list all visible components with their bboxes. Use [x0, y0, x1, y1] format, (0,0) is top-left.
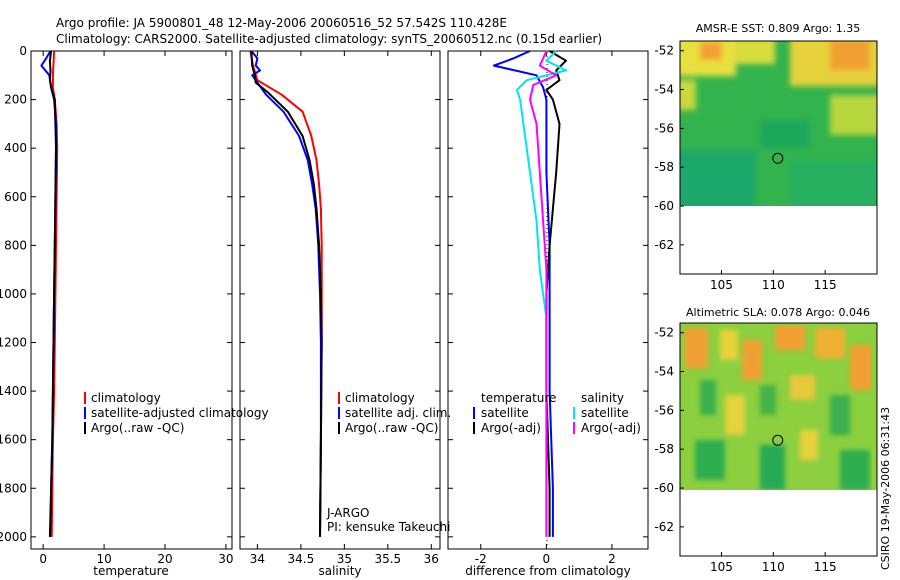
temperature-legend: climatology satellite-adjusted climatolo…	[84, 391, 269, 435]
depth-tick-label: 400	[4, 141, 27, 155]
altimetric_sla-ytick-label: -54	[654, 365, 674, 379]
legend-label-satellite: satellite adj. clim.	[345, 406, 451, 420]
side-timestamp: CSIRO 19-May-2006 06:31:43	[879, 407, 892, 570]
amsr-sst-title: AMSR-E SST: 0.809 Argo: 1.35	[696, 22, 861, 35]
depth-tick-label: 1000	[0, 287, 27, 301]
altimetric_sla-ytick-label: -62	[654, 520, 674, 534]
amsr_sst-xtick-label: 115	[814, 278, 837, 292]
salinity-xtick-label: 34	[250, 552, 265, 566]
salinity-xtick-label: 34.5	[288, 552, 315, 566]
amsr_sst-ytick-label: -52	[654, 44, 674, 58]
salinity-xtick-label: 36	[424, 552, 439, 566]
legend-label-argo: Argo(..raw -QC)	[345, 421, 438, 435]
depth-tick-label: 1200	[0, 336, 27, 350]
altimetric-sla-title: Altimetric SLA: 0.078 Argo: 0.046	[686, 306, 870, 319]
temperature-axes	[30, 50, 233, 550]
amsr_sst-ytick-label: -56	[654, 121, 674, 135]
program-annotation: J-ARGO	[326, 506, 369, 520]
salinity-xtick-label: 35	[337, 552, 352, 566]
depth-tick-label: 200	[4, 93, 27, 107]
salinity-xtick-label: 35.5	[374, 552, 401, 566]
amsr_sst-xtick-label: 110	[762, 278, 785, 292]
altimetric-sla-axes	[679, 322, 878, 557]
amsr_sst-argo-location-marker	[772, 152, 784, 164]
difference-xtick-label: 0	[543, 552, 551, 566]
temperature-xtick-label: 30	[218, 552, 233, 566]
difference-xtick-label: 2	[608, 552, 616, 566]
temperature-xlabel: temperature	[93, 564, 168, 578]
altimetric_sla-ytick-label: -52	[654, 326, 674, 340]
salinity-axes	[239, 50, 441, 550]
depth-tick-label: 1600	[0, 433, 27, 447]
difference-xlabel: difference from climatology	[465, 564, 631, 578]
pi-annotation: PI: kensuke Takeuchi	[327, 520, 450, 534]
legend-label-temp-argo: Argo(-adj)	[481, 421, 541, 435]
altimetric_sla-xtick-label: 115	[814, 560, 837, 574]
difference-legend: temperature satellite Argo(-adj) salinit…	[473, 391, 641, 435]
depth-tick-label: 1800	[0, 481, 27, 495]
salinity-xlabel: salinity	[318, 564, 361, 578]
salinity-legend: climatology satellite adj. clim. Argo(..…	[338, 391, 451, 435]
altimetric_sla-ytick-label: -58	[654, 442, 674, 456]
amsr-sst-field	[680, 41, 877, 206]
difference-line-temperature-satellite	[492, 50, 554, 537]
legend-group-salinity: salinity	[581, 391, 624, 405]
legend-group-temperature: temperature	[481, 391, 556, 405]
amsr_sst-ytick-label: -60	[654, 199, 674, 213]
figure-title-line1: Argo profile: JA 5900801_48 12-May-2006 …	[56, 16, 507, 30]
temperature-xtick-label: 10	[96, 552, 111, 566]
temperature-xtick-label: 20	[157, 552, 172, 566]
altimetric_sla-xtick-label: 105	[710, 560, 733, 574]
amsr_sst-ytick-label: -54	[654, 83, 674, 97]
depth-tick-label: 800	[4, 238, 27, 252]
legend-label-sal-satellite: satellite	[581, 406, 629, 420]
altimetric_sla-xtick-label: 110	[762, 560, 785, 574]
difference-line-salinity-argo-adj-	[529, 50, 558, 537]
salinity-line-satellite-adj-clim-	[250, 50, 322, 537]
temperature-line-argo-raw-qc-	[48, 50, 57, 537]
altimetric-sla-field	[680, 323, 877, 490]
depth-tick-label: 0	[19, 44, 27, 58]
figure-title-line2: Climatology: CARS2000. Satellite-adjuste…	[56, 32, 602, 46]
altimetric_sla-argo-location-marker	[772, 434, 784, 446]
legend-label-climatology: climatology	[345, 391, 415, 405]
temperature-xtick-label: 0	[39, 552, 47, 566]
legend-label-sal-argo: Argo(-adj)	[581, 421, 641, 435]
salinity-line-argo-raw-qc-	[250, 50, 323, 537]
depth-tick-label: 600	[4, 190, 27, 204]
legend-label-temp-satellite: satellite	[481, 406, 529, 420]
amsr_sst-xtick-label: 105	[710, 278, 733, 292]
difference-xtick-label: -2	[475, 552, 487, 566]
depth-tick-label: 1400	[0, 384, 27, 398]
legend-label-argo: Argo(..raw -QC)	[91, 421, 184, 435]
legend-label-satellite-adjusted: satellite-adjusted climatology	[91, 406, 269, 420]
altimetric_sla-ytick-label: -60	[654, 481, 674, 495]
legend-label-climatology: climatology	[91, 391, 161, 405]
difference-axes	[447, 50, 649, 550]
altimetric_sla-ytick-label: -56	[654, 403, 674, 417]
depth-tick-label: 2000	[0, 530, 27, 544]
amsr_sst-ytick-label: -62	[654, 238, 674, 252]
amsr-sst-axes	[679, 40, 878, 275]
amsr_sst-ytick-label: -58	[654, 160, 674, 174]
salinity-line-climatology	[249, 50, 323, 537]
